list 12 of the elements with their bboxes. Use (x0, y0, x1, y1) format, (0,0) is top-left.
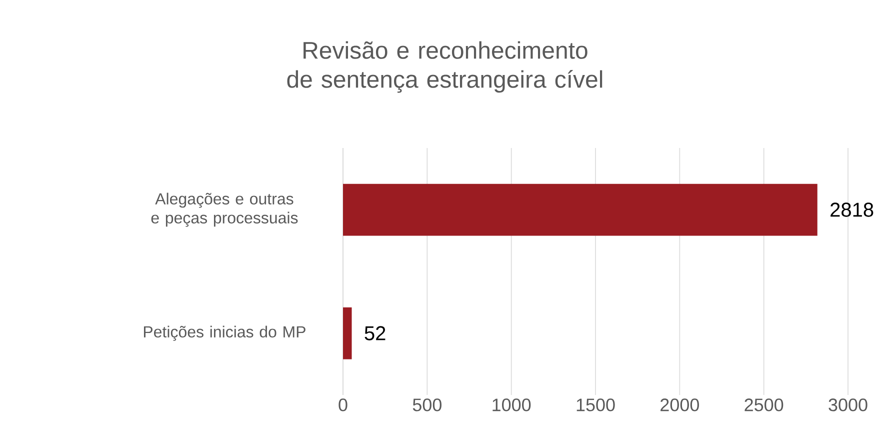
x-tick-label: 2500 (744, 398, 784, 412)
x-tick-label: 500 (412, 398, 442, 412)
x-tick-label: 0 (338, 398, 348, 412)
y-tick-label: Petições inicias do MP (144, 326, 306, 341)
x-tick-label: 1000 (492, 398, 531, 412)
x-tick-label: 1500 (576, 398, 615, 412)
data-label: 2818 (830, 202, 874, 217)
data-label: 52 (364, 326, 386, 340)
x-tick-label: 3000 (828, 398, 868, 412)
x-tick-label: 2000 (660, 398, 699, 412)
y-tick-label: Alegações e outras e peças processuais (151, 192, 298, 227)
chart-title: Revisão e reconhecimento de sentença estrangeira cível (287, 41, 602, 93)
